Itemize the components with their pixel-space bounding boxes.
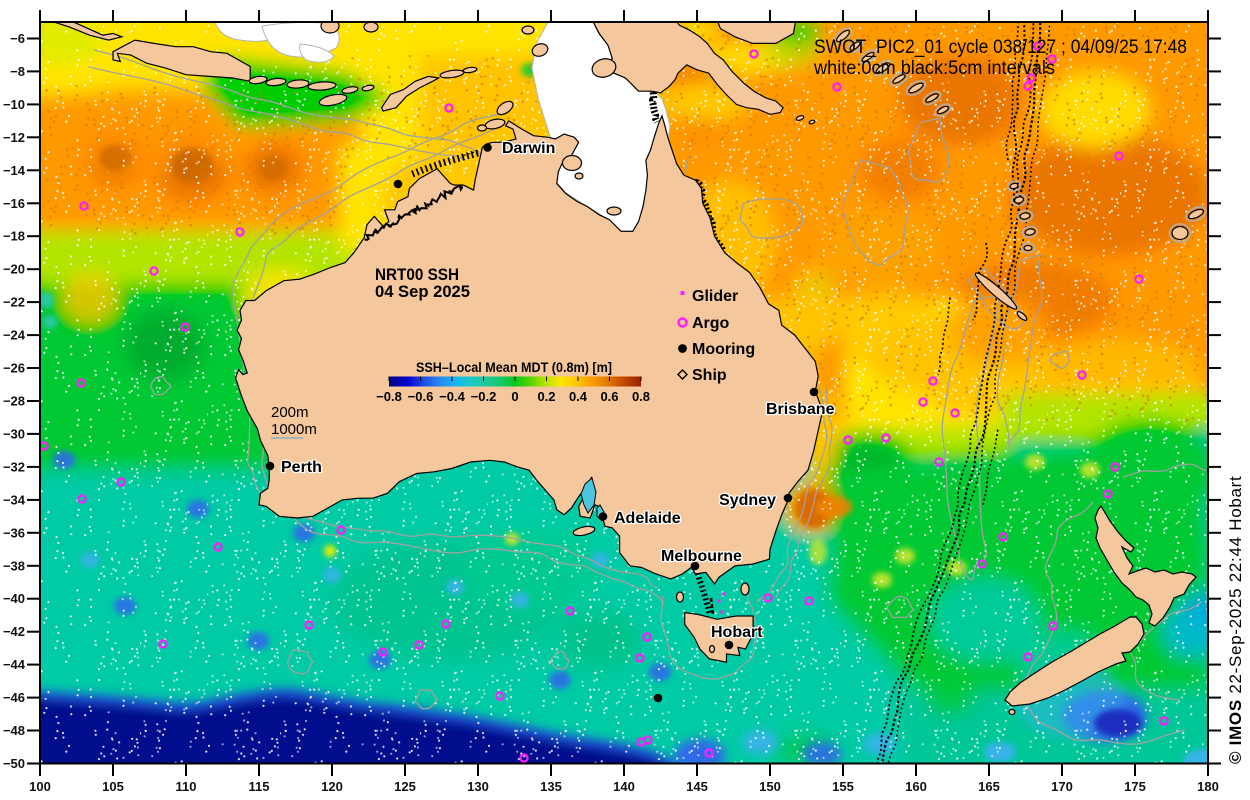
svg-text:0.4: 0.4 <box>569 389 588 404</box>
svg-text:−50: −50 <box>3 756 25 771</box>
svg-text:140: 140 <box>613 779 635 794</box>
svg-text:105: 105 <box>102 779 124 794</box>
svg-text:125: 125 <box>394 779 416 794</box>
svg-text:white:0cm black:5cm intervals: white:0cm black:5cm intervals <box>813 58 1055 79</box>
svg-text:150: 150 <box>759 779 781 794</box>
svg-text:© IMOS 22-Sep-2025 22:44 Hobar: © IMOS 22-Sep-2025 22:44 Hobart <box>1226 476 1245 764</box>
svg-text:165: 165 <box>978 779 1000 794</box>
svg-text:Adelaide: Adelaide <box>614 510 681 527</box>
svg-text:SSH–Local Mean MDT (0.8m) [m]: SSH–Local Mean MDT (0.8m) [m] <box>416 360 612 375</box>
svg-text:−32: −32 <box>3 459 25 474</box>
svg-text:Hobart: Hobart <box>711 624 763 641</box>
svg-text:0.6: 0.6 <box>600 389 618 404</box>
svg-text:145: 145 <box>686 779 708 794</box>
svg-text:−46: −46 <box>3 690 25 705</box>
svg-text:−40: −40 <box>3 591 25 606</box>
svg-text:−34: −34 <box>3 492 26 507</box>
svg-text:−10: −10 <box>3 97 25 112</box>
svg-text:−8: −8 <box>10 64 25 79</box>
svg-text:−26: −26 <box>3 361 25 376</box>
svg-text:Argo: Argo <box>692 315 730 332</box>
svg-text:100: 100 <box>29 779 51 794</box>
svg-text:SWOT_PIC2_01 cycle 038/127 ; 0: SWOT_PIC2_01 cycle 038/127 ; 04/09/25 17… <box>814 37 1187 58</box>
svg-text:0: 0 <box>511 389 518 404</box>
svg-text:−0.8: −0.8 <box>376 389 402 404</box>
svg-text:−14: −14 <box>3 163 26 178</box>
svg-text:200m: 200m <box>271 404 309 421</box>
svg-text:−0.4: −0.4 <box>439 389 465 404</box>
svg-text:−0.6: −0.6 <box>408 389 434 404</box>
svg-text:115: 115 <box>249 779 270 794</box>
svg-text:160: 160 <box>905 779 927 794</box>
svg-text:130: 130 <box>467 779 489 794</box>
svg-text:−42: −42 <box>3 624 25 639</box>
svg-text:−44: −44 <box>3 657 26 672</box>
svg-text:−30: −30 <box>3 426 25 441</box>
svg-text:04 Sep 2025: 04 Sep 2025 <box>375 282 470 301</box>
svg-text:−48: −48 <box>3 723 25 738</box>
svg-text:Melbourne: Melbourne <box>661 548 742 565</box>
svg-text:170: 170 <box>1051 779 1073 794</box>
svg-text:−24: −24 <box>3 328 26 343</box>
svg-text:−16: −16 <box>3 196 25 211</box>
svg-text:−22: −22 <box>3 295 25 310</box>
svg-text:Sydney: Sydney <box>719 492 776 509</box>
svg-text:180: 180 <box>1197 779 1219 794</box>
svg-text:1000m: 1000m <box>271 421 317 438</box>
svg-text:135: 135 <box>540 779 562 794</box>
svg-text:155: 155 <box>832 779 854 794</box>
svg-text:175: 175 <box>1124 779 1146 794</box>
svg-text:Glider: Glider <box>692 288 738 305</box>
svg-text:120: 120 <box>321 779 343 794</box>
svg-text:−36: −36 <box>3 525 25 540</box>
svg-text:NRT00 SSH: NRT00 SSH <box>375 265 459 284</box>
svg-text:−6: −6 <box>10 31 25 46</box>
svg-text:Darwin: Darwin <box>502 140 555 157</box>
svg-text:0.2: 0.2 <box>537 389 555 404</box>
svg-text:−12: −12 <box>3 130 25 145</box>
svg-text:Ship: Ship <box>692 367 727 384</box>
svg-text:0.8: 0.8 <box>632 389 650 404</box>
svg-text:Mooring: Mooring <box>692 341 755 358</box>
svg-text:−38: −38 <box>3 558 25 573</box>
svg-text:Perth: Perth <box>281 459 322 476</box>
svg-text:110: 110 <box>176 779 197 794</box>
svg-text:−18: −18 <box>3 229 25 244</box>
svg-text:−20: −20 <box>3 262 25 277</box>
svg-text:−28: −28 <box>3 394 25 409</box>
svg-text:−0.2: −0.2 <box>471 389 497 404</box>
svg-text:Brisbane: Brisbane <box>766 401 835 418</box>
